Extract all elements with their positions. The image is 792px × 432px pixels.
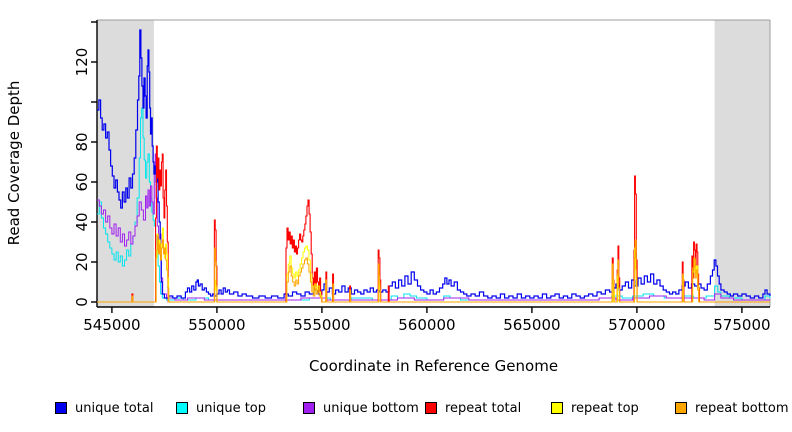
legend-swatch-repeat-top <box>551 402 563 414</box>
legend-label-unique-total: unique total <box>75 400 154 416</box>
legend: unique total unique top unique bottom re… <box>0 398 792 420</box>
legend-swatch-unique-total <box>55 402 67 414</box>
x-tick-label-555000: 555000 <box>293 316 350 334</box>
legend-item-unique-bottom: unique bottom <box>303 398 419 418</box>
y-axis-title: Read Coverage Depth <box>5 80 23 246</box>
legend-label-unique-bottom: unique bottom <box>323 400 419 416</box>
legend-swatch-repeat-total <box>425 402 437 414</box>
shaded-region-1 <box>714 20 770 307</box>
legend-item-repeat-bottom: repeat bottom <box>675 398 789 418</box>
legend-swatch-unique-bottom <box>303 402 315 414</box>
x-tick-label-570000: 570000 <box>608 316 665 334</box>
y-tick-label-20: 20 <box>73 252 91 271</box>
series-repeat-total <box>97 145 770 303</box>
legend-swatch-repeat-bottom <box>675 402 687 414</box>
y-tick-label-120: 120 <box>73 48 91 77</box>
legend-label-repeat-top: repeat top <box>571 400 639 416</box>
x-tick-label-560000: 560000 <box>398 316 455 334</box>
x-tick-label-565000: 565000 <box>503 316 560 334</box>
x-tick-label-575000: 575000 <box>713 316 770 334</box>
legend-item-repeat-total: repeat total <box>425 398 521 418</box>
y-tick-label-0: 0 <box>73 297 91 307</box>
x-axis-title: Coordinate in Reference Genome <box>308 357 559 375</box>
y-tick-label-80: 80 <box>73 132 91 151</box>
legend-label-repeat-total: repeat total <box>445 400 522 416</box>
legend-swatch-unique-top <box>176 402 188 414</box>
legend-item-unique-total: unique total <box>55 398 153 418</box>
series-unique-bottom <box>97 153 770 301</box>
legend-label-unique-top: unique top <box>196 400 267 416</box>
legend-label-repeat-bottom: repeat bottom <box>695 400 789 416</box>
series-unique-total <box>97 29 771 299</box>
y-tick-label-40: 40 <box>73 212 91 231</box>
shaded-region-0 <box>97 20 154 307</box>
series-unique-top <box>97 107 771 301</box>
legend-item-repeat-top: repeat top <box>551 398 639 418</box>
legend-item-unique-top: unique top <box>176 398 266 418</box>
x-tick-label-550000: 550000 <box>188 316 245 334</box>
x-tick-label-545000: 545000 <box>83 316 140 334</box>
y-tick-label-60: 60 <box>73 172 91 191</box>
series-repeat-bottom <box>97 235 770 303</box>
